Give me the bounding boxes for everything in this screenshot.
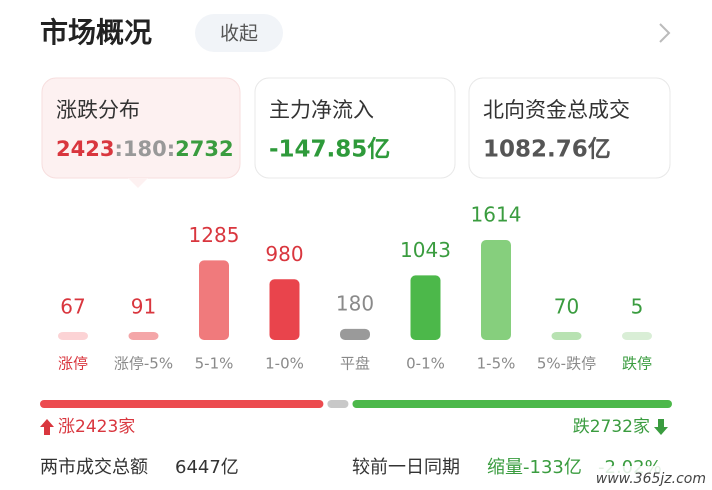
watermark: www.365jz.com (596, 471, 706, 487)
collapse-label[interactable]: 收起 (220, 23, 258, 45)
card-title: 主力净流入 (269, 98, 374, 122)
card-value: -147.85亿 (269, 137, 390, 163)
bar (410, 275, 441, 340)
category-label: 5-1% (195, 355, 234, 373)
bar (622, 332, 652, 340)
breadth-segment (40, 400, 324, 408)
watermark-bg (596, 466, 712, 490)
bar (481, 240, 511, 340)
compare-value: 缩量-133亿 (487, 457, 582, 478)
up-arrow (40, 419, 54, 435)
category-label: 1-5% (477, 355, 516, 373)
bar (199, 260, 229, 340)
card[interactable] (468, 77, 671, 179)
card-value: 2423:180:2732 (56, 137, 234, 161)
collapse-button[interactable] (195, 14, 283, 52)
value-label: 1614 (471, 203, 522, 227)
value-label: 980 (265, 242, 303, 266)
category-label: 涨停-5% (114, 355, 173, 373)
flat-count: 180 (123, 137, 167, 161)
value-label: 70 (554, 295, 579, 319)
value-label: 67 (60, 295, 85, 319)
separator: : (167, 137, 175, 161)
down-count: 2732 (175, 137, 233, 161)
breadth-segment (352, 400, 672, 408)
value-label: 1043 (400, 238, 451, 262)
card[interactable] (254, 77, 456, 179)
value-label: 180 (336, 291, 374, 315)
card[interactable] (41, 77, 241, 179)
breadth-segment (327, 400, 349, 408)
title: 市场概况 (40, 16, 152, 49)
value-label: 5 (631, 295, 644, 319)
bar (58, 332, 88, 340)
down-label: 跌2732家 (573, 417, 650, 437)
category-label: 跌停 (622, 355, 652, 373)
value-label: 91 (131, 295, 156, 319)
up-label: 涨2423家 (58, 417, 135, 437)
bar (128, 332, 159, 340)
total-value: 6447亿 (175, 457, 239, 478)
card-title: 北向资金总成交 (483, 98, 630, 122)
chevron[interactable] (659, 23, 671, 43)
separator: : (114, 137, 122, 161)
value-label: 1285 (189, 223, 240, 247)
category-label: 平盘 (340, 355, 370, 373)
total-label: 两市成交总额 (40, 457, 148, 478)
category-label: 0-1% (406, 355, 445, 373)
category-label: 涨停 (58, 355, 88, 373)
card-title: 涨跌分布 (56, 98, 140, 122)
category-label: 5%-跌停 (537, 355, 596, 373)
bar (340, 328, 370, 340)
card-value: 1082.76亿 (483, 137, 611, 163)
card-pointer (128, 178, 148, 188)
down-arrow (654, 419, 668, 435)
compare-label: 较前一日同期 (352, 457, 460, 478)
bar (269, 279, 300, 340)
bar (551, 332, 582, 340)
up-count: 2423 (56, 137, 114, 161)
category-label: 1-0% (265, 355, 304, 373)
